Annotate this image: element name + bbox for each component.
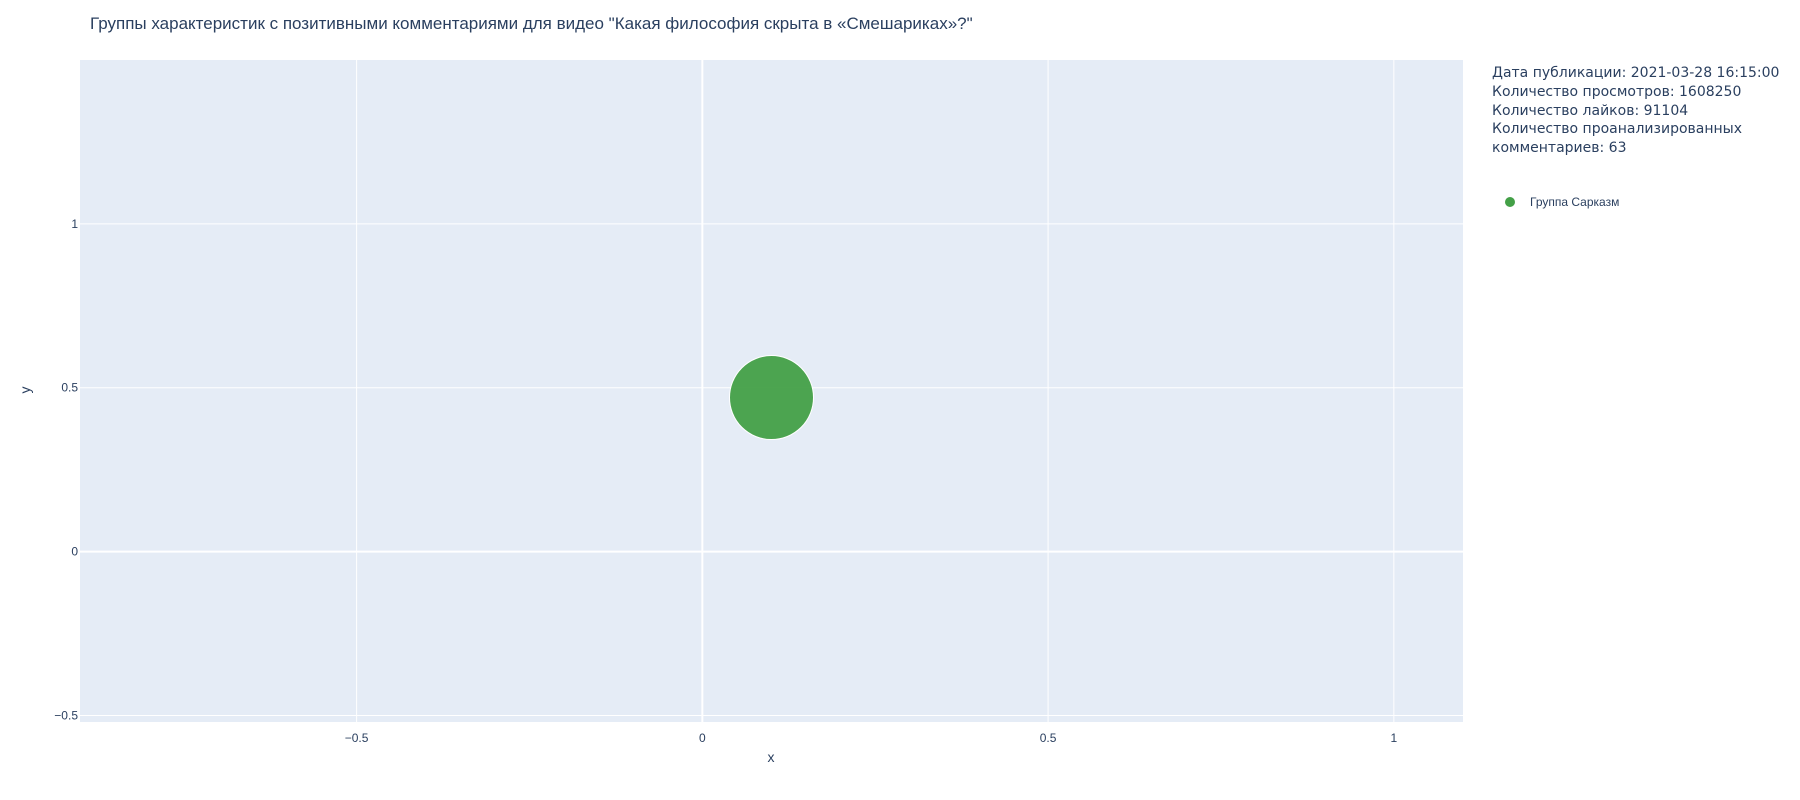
x-tick-label: 1 — [1391, 731, 1398, 745]
x-axis-label: x — [768, 749, 775, 765]
x-tick-label: 0.5 — [1040, 731, 1057, 745]
y-axis-label: y — [17, 387, 33, 394]
legend-marker — [1505, 197, 1515, 207]
info-line: Количество проанализированных — [1492, 121, 1742, 137]
y-tick-label: 0 — [71, 545, 78, 559]
legend-label: Группа Сарказм — [1530, 195, 1619, 209]
y-tick-label: 1 — [71, 217, 78, 231]
info-line: Количество просмотров: 1608250 — [1492, 84, 1741, 100]
x-ticks: −0.5 0 0.5 1 — [345, 731, 1398, 745]
info-line: комментариев: 63 — [1492, 140, 1626, 156]
info-line: Количество лайков: 91104 — [1492, 103, 1688, 119]
info-annotation: Дата публикации: 2021-03-28 16:15:00 Кол… — [1492, 65, 1779, 156]
grid — [80, 60, 1463, 722]
markers — [729, 355, 814, 441]
y-tick-label: −0.5 — [54, 708, 78, 722]
y-tick-label: 0.5 — [61, 381, 78, 395]
legend[interactable]: Группа Сарказм — [1505, 195, 1619, 209]
info-line: Дата публикации: 2021-03-28 16:15:00 — [1492, 65, 1779, 81]
x-tick-label: −0.5 — [345, 731, 369, 745]
x-tick-label: 0 — [699, 731, 706, 745]
data-point[interactable] — [729, 355, 814, 441]
chart-title: Группы характеристик с позитивными комме… — [90, 14, 973, 33]
y-ticks: −0.5 0 0.5 1 — [54, 217, 78, 723]
